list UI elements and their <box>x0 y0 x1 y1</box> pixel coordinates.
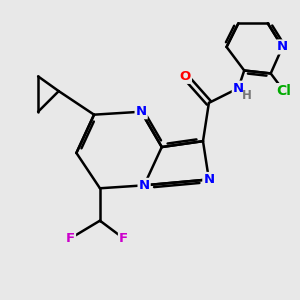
Text: Cl: Cl <box>277 84 291 98</box>
Text: F: F <box>66 232 75 245</box>
Text: O: O <box>180 70 191 83</box>
Text: N: N <box>277 40 288 53</box>
Text: N: N <box>139 179 150 192</box>
Text: N: N <box>203 173 214 186</box>
Text: F: F <box>119 232 128 245</box>
Text: N: N <box>136 105 147 118</box>
Text: N: N <box>233 82 244 95</box>
Text: H: H <box>242 89 252 102</box>
